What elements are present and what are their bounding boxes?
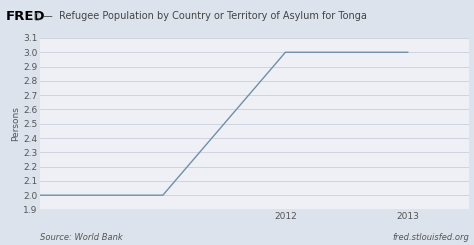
Text: —  Refugee Population by Country or Territory of Asylum for Tonga: — Refugee Population by Country or Terri… bbox=[43, 12, 366, 22]
Text: fred.stlouisfed.org: fred.stlouisfed.org bbox=[392, 233, 469, 242]
Text: FRED: FRED bbox=[6, 10, 46, 23]
Text: ⫽: ⫽ bbox=[34, 12, 39, 21]
Text: Source: World Bank: Source: World Bank bbox=[40, 233, 123, 242]
Y-axis label: Persons: Persons bbox=[11, 106, 20, 141]
